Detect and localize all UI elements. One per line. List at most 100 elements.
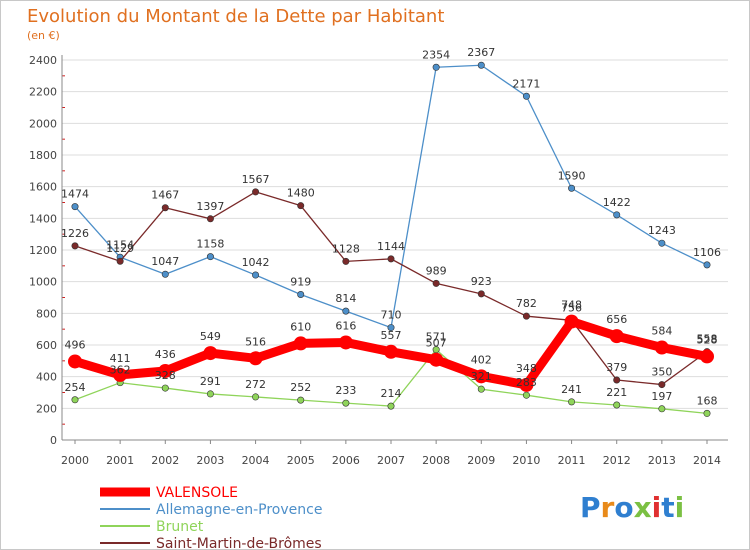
data-label: 989 xyxy=(426,264,447,277)
data-label: 402 xyxy=(471,353,492,366)
data-label: 2171 xyxy=(512,77,540,90)
data-point xyxy=(206,390,214,398)
data-point xyxy=(297,202,305,210)
data-point xyxy=(613,401,621,409)
data-label: 350 xyxy=(651,366,672,379)
data-label: 814 xyxy=(335,292,356,305)
data-label: 1467 xyxy=(151,189,179,202)
data-label: 233 xyxy=(335,384,356,397)
y-tick-label: 0 xyxy=(50,434,57,447)
logo-letter: r xyxy=(601,491,615,524)
x-tick-label: 2009 xyxy=(467,454,495,467)
x-tick-label: 2011 xyxy=(558,454,586,467)
data-point xyxy=(203,346,218,361)
data-label: 496 xyxy=(65,338,86,351)
data-label: 1158 xyxy=(196,238,224,251)
data-point xyxy=(342,399,350,407)
logo-text: Proxiti xyxy=(580,491,684,524)
data-label: 756 xyxy=(561,301,582,314)
data-labels: 496 411 436 549 516 610 616 557 507 402 348 748 656 5… xyxy=(61,46,721,407)
data-label: 1154 xyxy=(106,238,134,251)
data-label: 919 xyxy=(290,275,311,288)
data-label: 616 xyxy=(335,319,356,332)
data-point xyxy=(206,215,214,223)
data-label: 748 xyxy=(561,299,582,312)
logo-letter: P xyxy=(580,491,601,524)
y-tick-label: 1800 xyxy=(29,149,57,162)
data-point xyxy=(68,354,82,369)
y-tick-label: 2400 xyxy=(29,54,57,67)
data-label: 168 xyxy=(697,394,718,407)
data-label: 1567 xyxy=(242,173,270,186)
data-point xyxy=(613,376,621,384)
data-point xyxy=(703,261,711,269)
data-point xyxy=(477,385,485,393)
x-tick-label: 2007 xyxy=(377,454,405,467)
data-label: 1129 xyxy=(106,242,134,255)
data-label: 1480 xyxy=(287,187,315,200)
data-label: 254 xyxy=(65,381,86,394)
data-point xyxy=(654,340,669,355)
data-point xyxy=(252,271,260,279)
data-point xyxy=(384,344,398,359)
data-point xyxy=(609,329,624,344)
data-label: 283 xyxy=(516,376,537,389)
data-label: 1226 xyxy=(61,227,89,240)
data-point xyxy=(568,184,576,192)
data-point xyxy=(206,253,214,261)
legend-label: VALENSOLE xyxy=(156,485,238,501)
data-point xyxy=(519,377,534,392)
x-tick-label: 2008 xyxy=(422,454,450,467)
axes: 0 200 400 600 800 1000 1200 1400 1600 1800 2000 220… xyxy=(29,54,728,467)
data-label: 584 xyxy=(651,325,672,338)
data-label: 272 xyxy=(245,378,266,391)
data-label: 610 xyxy=(290,320,311,333)
data-label: 571 xyxy=(426,331,447,344)
data-label: 241 xyxy=(561,383,582,396)
data-label: 557 xyxy=(381,329,402,342)
legend-label: Brunet xyxy=(156,519,204,535)
data-point xyxy=(700,349,714,364)
data-label: 1243 xyxy=(648,224,676,237)
data-point xyxy=(568,398,576,406)
y-tick-label: 800 xyxy=(36,307,57,320)
legend-label: Saint-Martin-de-Brômes xyxy=(156,536,322,550)
data-label: 1590 xyxy=(558,169,586,182)
proxiti-logo: Proxiti xyxy=(580,491,684,524)
data-point xyxy=(297,396,305,404)
data-point xyxy=(161,384,169,392)
data-label: 507 xyxy=(426,337,447,350)
data-label: 379 xyxy=(606,361,627,374)
y-tick-label: 2000 xyxy=(29,117,57,130)
x-tick-label: 2002 xyxy=(151,454,179,467)
x-tick-label: 2000 xyxy=(61,454,89,467)
y-tick-label: 1200 xyxy=(29,244,57,257)
data-point xyxy=(71,203,79,211)
data-label: 214 xyxy=(381,387,402,400)
data-label: 710 xyxy=(381,309,402,322)
data-point xyxy=(429,352,444,367)
data-label: 291 xyxy=(200,375,221,388)
data-label: 923 xyxy=(471,275,492,288)
logo-letter: o xyxy=(614,491,633,524)
data-point xyxy=(564,314,579,329)
data-label: 321 xyxy=(471,370,492,383)
data-point xyxy=(703,409,711,417)
data-point xyxy=(116,257,124,265)
logo-letter: i xyxy=(652,491,662,524)
data-point xyxy=(338,335,353,350)
data-label: 1422 xyxy=(603,196,631,209)
data-label: 328 xyxy=(155,369,176,382)
x-tick-label: 2004 xyxy=(242,454,270,467)
data-label: 2367 xyxy=(467,46,495,59)
data-label: 558 xyxy=(697,333,718,346)
data-point xyxy=(477,290,485,298)
data-label: 782 xyxy=(516,297,537,310)
data-point xyxy=(387,402,395,410)
data-label: 1047 xyxy=(151,255,179,268)
data-label: 348 xyxy=(516,362,537,375)
data-point xyxy=(387,255,395,263)
data-point xyxy=(161,204,169,212)
y-tick-label: 1000 xyxy=(29,276,57,289)
